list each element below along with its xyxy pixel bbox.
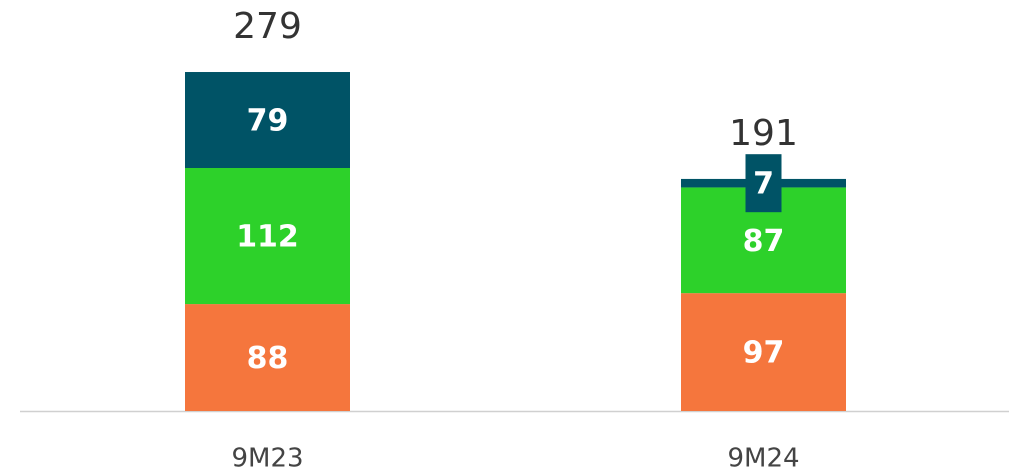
segment-label: 79 bbox=[247, 104, 289, 139]
x-tick-label: 9M24 bbox=[727, 444, 799, 474]
bar-segment bbox=[185, 168, 350, 305]
segment-label: 88 bbox=[247, 341, 289, 376]
label-box bbox=[745, 154, 782, 213]
total-label: 191 bbox=[729, 113, 798, 154]
bar-segment bbox=[185, 72, 350, 168]
segment-label: 97 bbox=[743, 336, 785, 371]
total-label: 279 bbox=[233, 6, 302, 47]
bar-segment bbox=[681, 293, 846, 411]
bar-segment bbox=[185, 304, 350, 411]
segment-label: 7 bbox=[753, 167, 774, 202]
segment-label: 87 bbox=[743, 224, 785, 259]
x-tick-label: 9M23 bbox=[231, 444, 303, 474]
segment-label: 112 bbox=[236, 220, 299, 255]
